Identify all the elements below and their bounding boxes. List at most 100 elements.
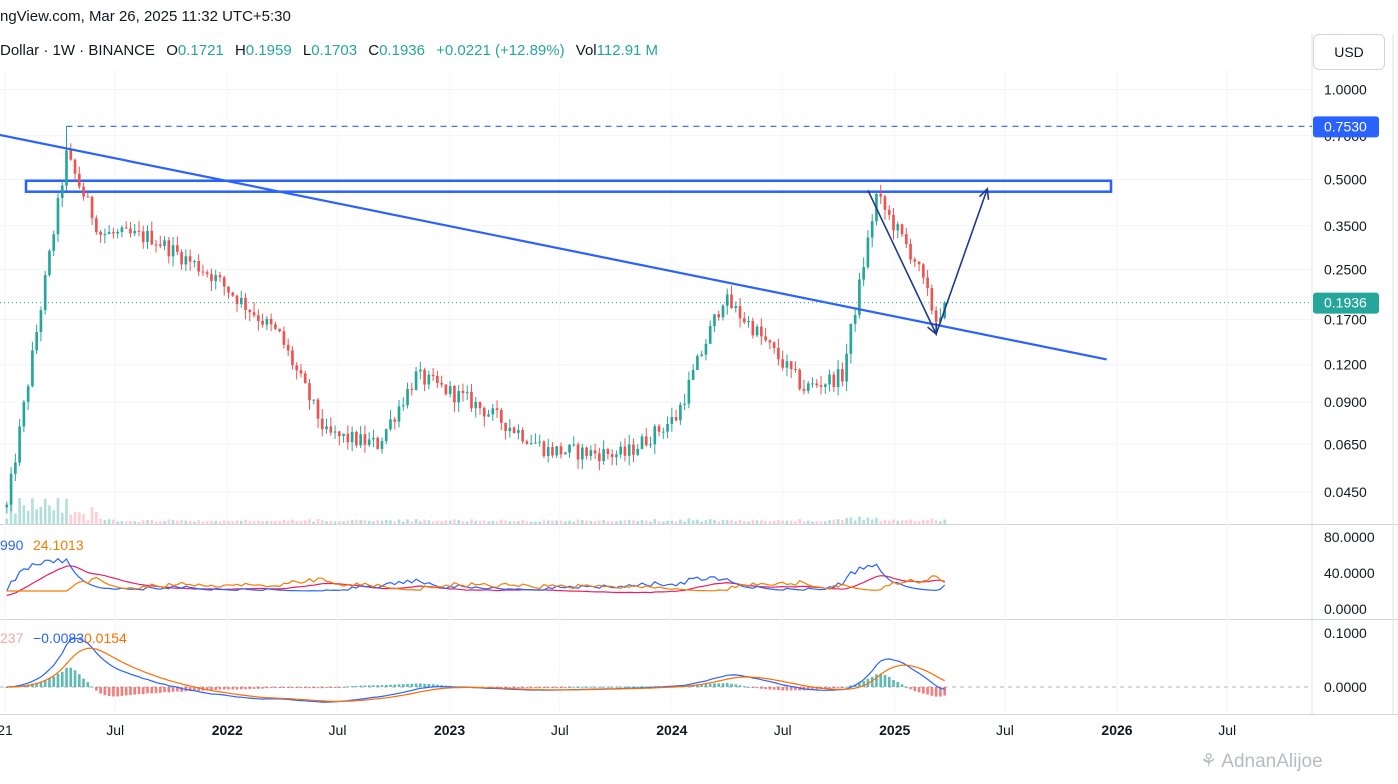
volume-bar [77, 512, 81, 524]
candle-down [717, 314, 721, 318]
candle-down [338, 431, 341, 437]
volume-bar [9, 501, 13, 524]
volume-bar [372, 521, 375, 524]
price-badge-text: 0.1936 [1324, 295, 1367, 311]
time-tick-label: Jul [774, 722, 792, 738]
macd-histogram-bar [359, 685, 362, 687]
price-tick-label: 0.1200 [1324, 357, 1367, 373]
candle-down [69, 150, 73, 160]
volume-bar [815, 521, 819, 524]
volume-bar [444, 520, 448, 524]
macd-histogram-bar [141, 687, 145, 695]
volume-bar [755, 520, 759, 524]
candle-up [265, 318, 269, 325]
candle-down [205, 272, 209, 275]
candle-up [845, 353, 848, 382]
candle-down [129, 228, 132, 234]
volume-bar [48, 505, 51, 524]
macd-histogram-bar [627, 686, 631, 688]
price-tick-label: 0.3500 [1324, 218, 1367, 234]
candle-up [380, 440, 384, 449]
macd-histogram-bar [350, 686, 354, 688]
symbol-label[interactable]: Dollar · 1W · BINANCE [0, 42, 156, 59]
candle-up [866, 237, 870, 268]
macd-histogram-bar [73, 670, 77, 687]
projection-path [867, 188, 989, 337]
volume-bar [69, 514, 73, 524]
volume-bar [862, 519, 865, 524]
volume-bar [410, 521, 414, 524]
volume-bar [295, 520, 299, 524]
price-tick-label: 0.1700 [1324, 311, 1367, 327]
candle-up [849, 323, 853, 354]
volume-bar [849, 517, 853, 524]
volume-bar [244, 519, 247, 524]
volume-bar [704, 520, 708, 524]
volume-bar [363, 520, 367, 524]
volume-bar [163, 520, 166, 524]
candle-up [48, 250, 51, 276]
candle-up [427, 374, 431, 385]
candle-down [934, 310, 938, 322]
macd-histogram-bar [99, 687, 102, 694]
currency-button[interactable]: USD [1313, 34, 1385, 70]
volume-bar [137, 521, 141, 524]
candle-up [700, 354, 703, 356]
volume-bar [892, 519, 895, 524]
volume-bar [615, 521, 618, 524]
macd-histogram-bar [504, 687, 507, 688]
volume-bar [546, 520, 550, 524]
candle-down [167, 240, 171, 257]
volume-label: Vol [575, 42, 597, 59]
volume-bar [316, 518, 320, 524]
macd-histogram-bar [372, 685, 375, 687]
volume-bar [291, 519, 294, 524]
volume-bar [785, 520, 789, 524]
volume-bar [282, 519, 286, 524]
volume-bar [529, 521, 533, 524]
volume-bar [657, 520, 661, 524]
candle-down [154, 244, 158, 246]
candle-down [257, 315, 260, 321]
macd-histogram-bar [499, 687, 503, 688]
time-tick-label: 2023 [434, 722, 465, 738]
candle-up [555, 446, 559, 456]
time-tick-label: 2025 [879, 722, 910, 738]
volume-bar [811, 521, 814, 524]
macd-histogram-bar [772, 687, 776, 690]
volume-bar [474, 520, 478, 524]
candle-down [150, 230, 154, 245]
candle-up [538, 441, 542, 443]
macd-histogram-bar [555, 687, 559, 688]
low-label: L [302, 42, 312, 59]
volume-bar [197, 520, 200, 524]
watermark: ⚘ AdnanAlijoe [1200, 751, 1323, 772]
volume-bar [563, 521, 567, 524]
candle-down [585, 447, 588, 456]
volume-bar [261, 521, 264, 524]
volume-bar [470, 519, 473, 524]
candle-up [397, 406, 401, 422]
change-value: +0.0221 (+12.89%) [436, 42, 565, 59]
macd-histogram-bar [887, 676, 891, 687]
macd-histogram-bar [303, 687, 307, 689]
candle-up [419, 369, 422, 372]
macd-histogram-bar [811, 687, 814, 690]
volume-bar [389, 520, 392, 524]
volume-bar [836, 519, 840, 524]
volume-bar [883, 519, 887, 524]
volume-bar [112, 519, 115, 524]
volume-bar [823, 521, 827, 524]
candle-up [465, 391, 469, 394]
candle-down [913, 259, 917, 262]
macd-histogram-bar [730, 683, 733, 687]
volume-bar [542, 519, 546, 524]
macd-histogram-bar [286, 687, 290, 688]
candle-down [482, 408, 486, 417]
candle-up [708, 325, 712, 344]
macd-histogram-bar [640, 686, 644, 688]
volume-bar [457, 520, 461, 524]
macd-histogram-bar [265, 687, 269, 689]
macd-histogram-bar [858, 682, 861, 687]
